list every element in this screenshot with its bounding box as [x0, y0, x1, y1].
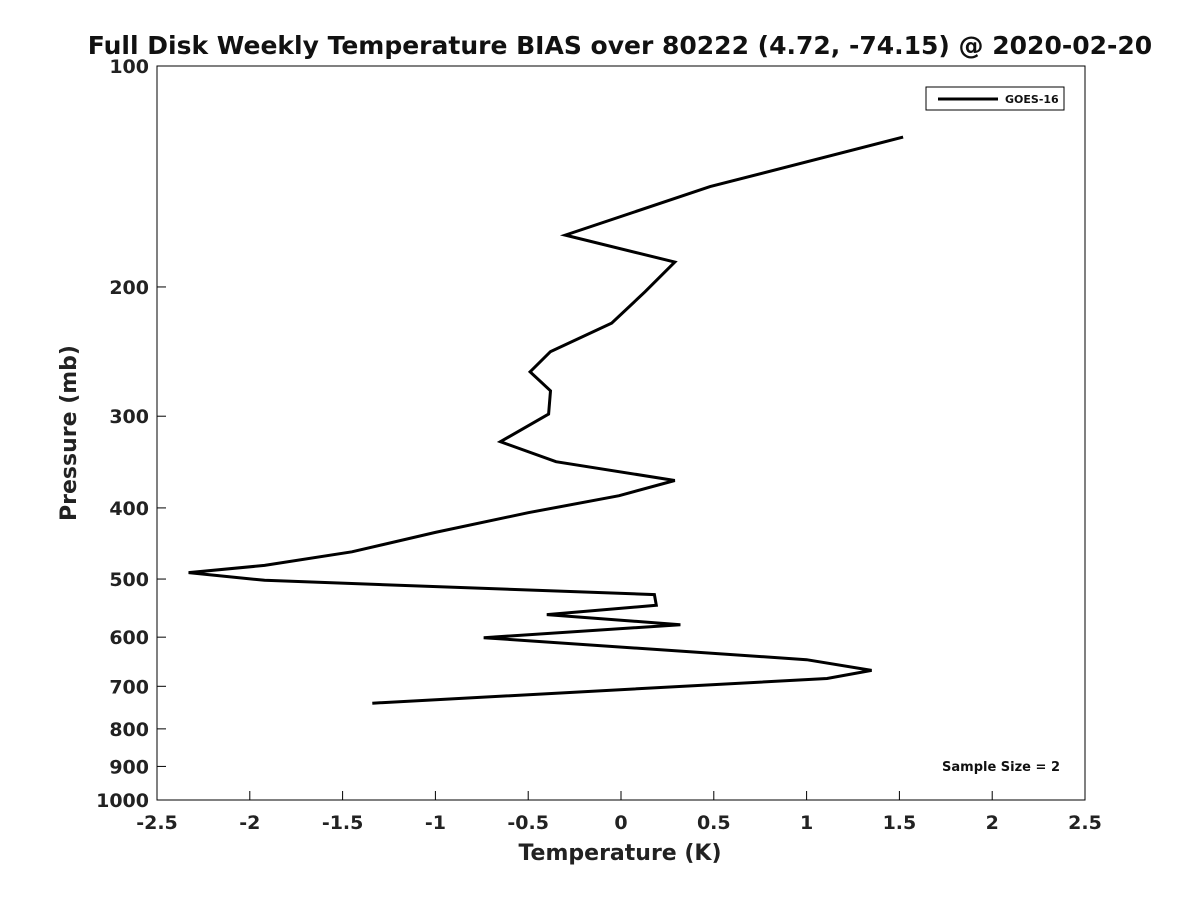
x-tick-label: -0.5	[507, 812, 549, 834]
y-tick-label: 300	[109, 406, 149, 428]
sample-size-annotation: Sample Size = 2	[942, 760, 1060, 775]
x-axis-label: Temperature (K)	[518, 841, 721, 866]
chart-title: Full Disk Weekly Temperature BIAS over 8…	[88, 31, 1152, 60]
y-tick-label: 800	[109, 719, 149, 741]
x-tick-label: 2	[986, 812, 999, 834]
y-tick-label: 200	[109, 277, 149, 299]
x-tick-label: 0.5	[697, 812, 731, 834]
series-layer	[188, 135, 904, 705]
legend: GOES-16	[925, 86, 1065, 111]
x-tick-label: -1.5	[322, 812, 364, 834]
x-tick-label: 0	[614, 812, 627, 834]
y-tick-label: 700	[109, 676, 149, 698]
x-tick-label: 1.5	[883, 812, 917, 834]
x-axis-ticks: -2.5 -2 -1.5 -1 -0.5 0 0.5 1 1.5 2 2.5	[136, 791, 1102, 834]
y-axis-ticks: 100 200 300 400 500 600 700 800 900 1000	[96, 56, 166, 812]
y-tick-label: 100	[109, 56, 149, 78]
y-tick-label: 900	[109, 756, 149, 778]
x-tick-label: -2.5	[136, 812, 178, 834]
y-tick-label: 1000	[96, 790, 149, 812]
y-tick-label: 400	[109, 498, 149, 520]
x-tick-label: -2	[239, 812, 260, 834]
y-axis-label: Pressure (mb)	[57, 345, 82, 521]
y-tick-label: 500	[109, 569, 149, 591]
series-line-goes-16	[188, 135, 904, 705]
y-tick-label: 600	[109, 627, 149, 649]
legend-entry-label: GOES-16	[1005, 93, 1059, 106]
x-tick-label: 1	[800, 812, 813, 834]
plot-area: -2.5 -2 -1.5 -1 -0.5 0 0.5 1 1.5 2 2.5 100 200 300 40…	[96, 56, 1102, 834]
x-tick-label: -1	[425, 812, 446, 834]
x-tick-label: 2.5	[1068, 812, 1102, 834]
